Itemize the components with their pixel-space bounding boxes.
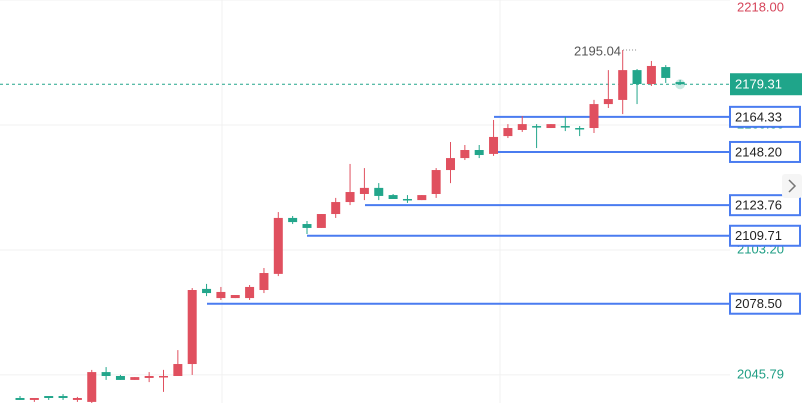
candle-body (331, 202, 341, 215)
level-label: 2109.71 (735, 228, 782, 243)
candle-body (575, 128, 585, 130)
candle-body (316, 214, 326, 228)
candle-body (216, 291, 226, 299)
candle-body (288, 217, 298, 223)
level-label: 2078.50 (735, 296, 782, 311)
level-tag (729, 224, 801, 247)
candle-body (101, 372, 111, 377)
y-tick-label: 2045.79 (737, 366, 784, 381)
level-tag (729, 292, 801, 315)
candle-body (517, 124, 527, 130)
candle-body (474, 150, 484, 156)
candle-body (388, 195, 398, 199)
candle-body (489, 136, 499, 154)
candle-body (87, 372, 97, 402)
candle-body (417, 195, 427, 201)
candle-body (460, 150, 470, 159)
annotation-label: 2195.04 (574, 43, 621, 58)
price-axis: 2218.002160.602103.202045.792164.332148.… (729, 0, 802, 381)
candle-body (661, 67, 671, 78)
level-tag (729, 194, 801, 217)
scroll-button-bg[interactable] (782, 174, 802, 198)
candle-body (632, 70, 642, 85)
last-price-tag (730, 73, 802, 96)
candle-body (560, 126, 570, 128)
candle-body (546, 124, 556, 129)
candle-body (115, 376, 125, 380)
last-price-dot (675, 79, 686, 90)
candle-body (618, 70, 628, 100)
plot: 2195.04 (0, 43, 730, 403)
candle-body (446, 158, 455, 171)
candle-body (532, 126, 542, 128)
candle-body (130, 377, 140, 380)
candle-body (345, 192, 355, 203)
candle-body (675, 82, 685, 85)
candle-body (402, 198, 412, 201)
candle-body (187, 290, 197, 365)
candle-body (173, 364, 183, 377)
level-label: 2123.76 (735, 198, 782, 213)
y-tick-label: 2218.00 (737, 0, 784, 14)
candle-body (202, 288, 212, 294)
candle-body (29, 397, 39, 400)
grid (0, 0, 730, 376)
candle-body (359, 187, 369, 194)
level-label: 2164.33 (735, 109, 782, 124)
candle-body (589, 104, 599, 129)
candle-body (646, 65, 656, 85)
level-label: 2148.20 (735, 144, 782, 159)
candle-body (273, 217, 283, 274)
candle-body (259, 273, 269, 291)
candle-body (15, 397, 25, 400)
level-tag (729, 140, 801, 163)
candle-body (431, 170, 441, 194)
scroll-button[interactable] (782, 174, 802, 198)
candle-body (302, 224, 312, 228)
candle-body (503, 128, 513, 137)
last-price-label: 2179.31 (735, 77, 782, 92)
candle-body (245, 286, 255, 299)
candle-body (144, 376, 154, 378)
candle-body (58, 396, 68, 398)
candle-body (374, 187, 384, 196)
candle-body (603, 99, 613, 105)
candle-body (159, 376, 168, 378)
candle-body (72, 397, 82, 400)
scroll-arrow[interactable] (788, 179, 797, 193)
candle-body (44, 396, 54, 398)
candle-body (230, 295, 240, 299)
level-tag (729, 105, 801, 128)
